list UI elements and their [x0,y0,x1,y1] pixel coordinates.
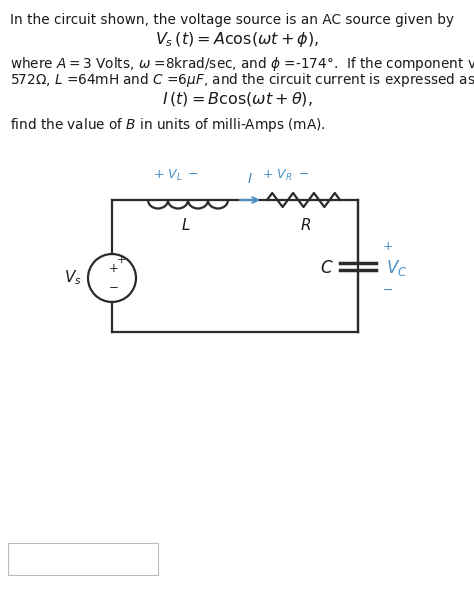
Text: find the value of $B$ in units of milli-Amps (mA).: find the value of $B$ in units of milli-… [10,116,326,134]
Text: $V_s\,(t) = A\mathrm{cos}(\omega t + \phi),$: $V_s\,(t) = A\mathrm{cos}(\omega t + \ph… [155,30,319,49]
Text: −: − [383,284,393,297]
Text: +: + [116,255,126,265]
Text: $+ \ V_R \ -$: $+ \ V_R \ -$ [262,168,309,183]
Text: $V_C$: $V_C$ [386,258,408,278]
Text: In the circuit shown, the voltage source is an AC source given by: In the circuit shown, the voltage source… [10,13,454,27]
Text: $I\,(t) = B\mathrm{cos}(\omega t + \theta),$: $I\,(t) = B\mathrm{cos}(\omega t + \thet… [162,90,312,108]
Text: $V_s$: $V_s$ [64,268,82,287]
Text: +: + [383,240,393,253]
Text: where $A = 3$ Volts, $\omega$ =8krad/sec, and $\phi$ =-174°.  If the component v: where $A = 3$ Volts, $\omega$ =8krad/sec… [10,55,474,73]
Text: $+ \ V_L \ -$: $+ \ V_L \ -$ [153,168,199,183]
Text: $C$: $C$ [320,259,334,277]
Text: $R$: $R$ [300,217,311,233]
Text: 572Ω, $L$ =64mH and $C$ =6$\mu F$, and the circuit current is expressed as: 572Ω, $L$ =64mH and $C$ =6$\mu F$, and t… [10,71,474,89]
Text: $I$: $I$ [247,172,253,186]
Text: +: + [109,263,119,276]
Text: $L$: $L$ [181,217,191,233]
FancyBboxPatch shape [8,543,158,575]
Text: −: − [109,281,119,294]
